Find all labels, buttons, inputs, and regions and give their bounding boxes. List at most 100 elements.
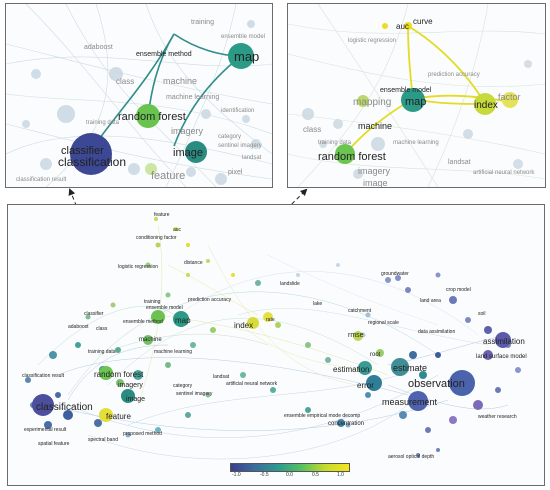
label-map: map bbox=[234, 49, 259, 64]
label-machine-learning: machine learning bbox=[166, 94, 219, 101]
label-class: class bbox=[303, 125, 321, 134]
node-imagery bbox=[116, 379, 124, 387]
label-classification-result: classification result bbox=[16, 177, 67, 183]
node-feature bbox=[145, 163, 157, 175]
label-experimental-result: experimental result bbox=[24, 427, 67, 433]
label-distance: distance bbox=[184, 260, 203, 266]
colorbar-tick: -0.5 bbox=[260, 472, 269, 478]
label-image: image bbox=[363, 178, 388, 187]
colorbar-tick: 0.0 bbox=[286, 472, 293, 478]
label-classification: classification bbox=[36, 402, 93, 413]
minor-nodes bbox=[25, 217, 521, 457]
node-machine bbox=[143, 335, 153, 345]
node-random-forest bbox=[99, 366, 113, 380]
label-classification-result: classification result bbox=[22, 373, 65, 379]
label-training-data: training data bbox=[318, 140, 352, 146]
label-imagery: imagery bbox=[171, 126, 204, 136]
label-assimilation: assimilation bbox=[483, 337, 525, 346]
label-observation: observation bbox=[408, 378, 465, 390]
zoom-network-a: map ensemble method random forest image … bbox=[6, 4, 272, 187]
label-adaboost: adaboost bbox=[84, 44, 113, 51]
colorbar: -1.0 -0.5 0.0 0.5 1.0 bbox=[230, 463, 350, 479]
label-landsat: landsat bbox=[448, 159, 471, 166]
node-observation bbox=[449, 370, 475, 396]
label-imagery: imagery bbox=[118, 382, 143, 389]
label-data-assimilation: data assimilation bbox=[418, 329, 455, 335]
label-category: category bbox=[173, 383, 193, 389]
label-measurement: measurement bbox=[382, 397, 438, 407]
label-landsat: landsat bbox=[242, 155, 262, 161]
label-artificial-neural-network: artificial neural network bbox=[226, 381, 278, 387]
label-catchment: catchment bbox=[348, 308, 372, 314]
label-landslide: landslide bbox=[280, 281, 300, 287]
label-classification: classification bbox=[58, 155, 126, 169]
node-error bbox=[366, 375, 382, 391]
zoom-panel-mapping: auc curve ensemble model mapping map ind… bbox=[287, 3, 546, 188]
colorbar-tick: 1.0 bbox=[337, 472, 344, 478]
label-training: training bbox=[144, 299, 161, 305]
node-image bbox=[185, 141, 207, 163]
label-regional-scale: regional scale bbox=[368, 320, 399, 326]
label-ensemble-empirical-mode: ensemble empirical mode decomp bbox=[284, 413, 360, 419]
label-error: error bbox=[357, 381, 374, 390]
label-estimate: estimate bbox=[393, 363, 427, 373]
label-image: image bbox=[173, 147, 203, 159]
node-factor bbox=[502, 92, 518, 108]
label-soil: soil bbox=[478, 311, 486, 317]
label-mapping: mapping bbox=[353, 97, 391, 108]
node-map bbox=[173, 311, 189, 327]
label-class: class bbox=[96, 326, 108, 332]
label-rate: rate bbox=[266, 317, 275, 323]
label-machine: machine bbox=[139, 337, 162, 343]
label-feature: feature bbox=[106, 412, 131, 421]
label-ensemble-method: ensemble method bbox=[123, 319, 163, 325]
label-auc: auc bbox=[396, 22, 409, 31]
node-feature bbox=[99, 408, 113, 422]
label-class: class bbox=[116, 77, 134, 86]
node-random-forest bbox=[136, 104, 160, 128]
label-machine: machine bbox=[358, 121, 392, 131]
label-conditioning-factor: conditioning factor bbox=[136, 235, 177, 241]
node-estimation bbox=[358, 361, 372, 375]
label-weather-research: weather research bbox=[478, 414, 517, 420]
label-sentinel-imagery: sentinel imagery bbox=[176, 391, 213, 397]
node-curve bbox=[404, 22, 412, 30]
label-artificial-neural-network: artificial neural network bbox=[473, 170, 535, 176]
label-land-area: land area bbox=[420, 298, 441, 304]
label-feature: feature bbox=[151, 170, 185, 182]
node-map bbox=[401, 88, 425, 112]
label-rmse: rmse bbox=[348, 332, 364, 339]
label-concentration: concentration bbox=[328, 421, 364, 427]
label-training: training bbox=[191, 19, 214, 26]
colorbar-tick: -1.0 bbox=[232, 472, 241, 478]
node-assimilation bbox=[495, 332, 511, 348]
label-lake: lake bbox=[313, 301, 322, 307]
label-logistic-regression: logistic regression bbox=[348, 38, 396, 44]
label-root: root bbox=[370, 352, 381, 358]
label-estimation: estimation bbox=[333, 365, 369, 374]
node-root bbox=[376, 349, 384, 357]
label-logistic-regression: logistic regression bbox=[118, 264, 158, 270]
label-random-forest: random forest bbox=[118, 111, 186, 123]
label-random-forest: random forest bbox=[94, 370, 144, 379]
label-ensemble-model: ensemble model bbox=[221, 34, 265, 40]
label-aerosol-optical-depth: aerosol optical depth bbox=[388, 454, 434, 460]
node-index bbox=[474, 93, 496, 115]
label-curve: curve bbox=[413, 17, 433, 26]
label-image: image bbox=[126, 396, 145, 403]
node-estimate bbox=[391, 358, 409, 376]
label-crop-model: crop model bbox=[446, 287, 471, 293]
node-index bbox=[247, 317, 259, 329]
label-feature-top: feature bbox=[154, 212, 170, 218]
label-prediction-accuracy: prediction accuracy bbox=[188, 297, 232, 303]
node-measurement bbox=[408, 391, 428, 411]
node-mapping bbox=[357, 95, 369, 107]
label-machine: machine bbox=[163, 76, 197, 86]
node-random-forest bbox=[335, 144, 355, 164]
node-ensemble-model bbox=[151, 310, 165, 324]
main-network: feature conditioning factor logistic reg… bbox=[22, 212, 527, 460]
label-index: index bbox=[234, 321, 253, 330]
node-image bbox=[121, 389, 135, 403]
label-ensemble-method: ensemble method bbox=[136, 51, 192, 58]
label-map: map bbox=[405, 96, 426, 108]
